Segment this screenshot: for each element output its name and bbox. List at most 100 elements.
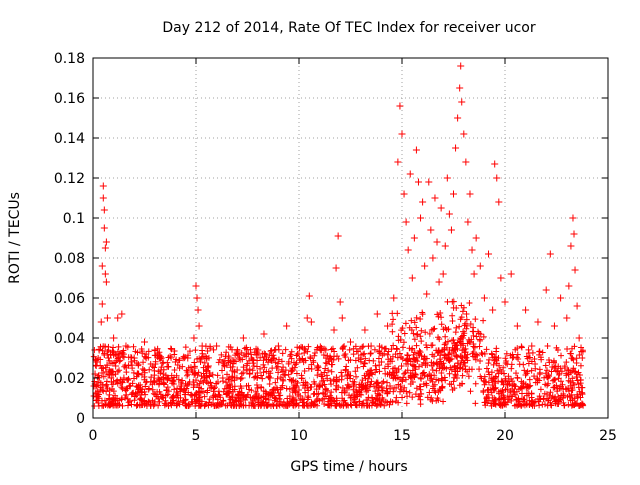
dense-band-marker (186, 348, 193, 355)
data-point (96, 386, 104, 394)
dense-band-marker (109, 385, 116, 392)
dense-band-marker (539, 349, 546, 356)
dense-band-marker (149, 397, 156, 404)
dense-band-marker (174, 385, 181, 392)
dense-band-marker (204, 389, 211, 396)
dense-band-marker (245, 350, 252, 357)
dense-band-marker (423, 380, 430, 387)
dense-band-marker (240, 402, 247, 409)
dense-band-marker (347, 375, 354, 382)
dense-band-marker (518, 378, 525, 385)
dense-band-marker (451, 385, 458, 392)
dense-band-marker (329, 345, 336, 352)
dense-band-marker (305, 343, 312, 350)
data-point (427, 226, 435, 234)
dense-band-marker (447, 356, 454, 363)
dense-band-marker (123, 391, 130, 398)
dense-band-marker (269, 365, 276, 372)
dense-band-marker (114, 368, 121, 375)
dense-band-marker (286, 393, 293, 400)
dense-band-marker (328, 389, 335, 396)
dense-band-marker (104, 362, 111, 369)
data-point (466, 190, 474, 198)
dense-band-marker (328, 381, 335, 388)
dense-band-marker (528, 394, 535, 401)
dense-band-marker (490, 361, 497, 368)
data-point (289, 366, 297, 374)
dense-band-marker (325, 401, 332, 408)
dense-band-marker (525, 360, 532, 367)
data-point (195, 322, 203, 330)
data-point (157, 366, 165, 374)
dense-band-marker (558, 352, 565, 359)
data-point (425, 178, 433, 186)
dense-band-marker (395, 333, 402, 340)
dense-band-marker (279, 376, 286, 383)
dense-band-marker (547, 399, 554, 406)
data-point (118, 310, 126, 318)
dense-band-marker (576, 388, 583, 395)
dense-band-marker (169, 377, 176, 384)
dense-band-marker (195, 402, 202, 409)
dense-band-marker (253, 381, 260, 388)
dense-band-marker (341, 352, 348, 359)
dense-band-marker (299, 396, 306, 403)
dense-band-marker (179, 363, 186, 370)
dense-band-marker (341, 389, 348, 396)
data-point (213, 342, 221, 350)
dense-band-marker (150, 390, 157, 397)
dense-band-marker (520, 383, 527, 390)
dense-band-marker (279, 350, 286, 357)
dense-band-marker (171, 351, 178, 358)
dense-band-marker (389, 321, 396, 328)
dense-band-marker (324, 352, 331, 359)
dense-band-marker (515, 401, 522, 408)
dense-band-marker (548, 394, 555, 401)
dense-band-marker (163, 387, 170, 394)
dense-band-marker (485, 391, 492, 398)
dense-band-marker (352, 357, 359, 364)
dense-band-marker (448, 366, 455, 373)
dense-band-marker (537, 369, 544, 376)
dense-band-marker (438, 314, 445, 321)
dense-band-marker (283, 385, 290, 392)
dense-band-marker (289, 389, 296, 396)
x-tick-label: 25 (599, 428, 617, 444)
dense-band-marker (512, 346, 519, 353)
dense-band-marker (177, 386, 184, 393)
dense-band-marker (390, 342, 397, 349)
dense-band-marker (394, 354, 401, 361)
dense-band-marker (381, 402, 388, 409)
x-axis-label: GPS time / hours (290, 459, 407, 475)
dense-band-marker (441, 374, 448, 381)
dense-band-marker (304, 384, 311, 391)
dense-band-marker (436, 336, 443, 343)
dense-band-marker (165, 388, 172, 395)
dense-band-marker (206, 396, 213, 403)
data-point (456, 84, 464, 92)
dense-band-marker (128, 358, 135, 365)
dense-band-marker (526, 354, 533, 361)
dense-band-marker (384, 361, 391, 368)
dense-band-marker (122, 395, 129, 402)
dense-band-marker (542, 370, 549, 377)
dense-band-marker (389, 328, 396, 335)
dense-band-marker (548, 402, 555, 409)
dense-band-marker (240, 369, 247, 376)
data-point (134, 370, 142, 378)
dense-band-marker (241, 352, 248, 359)
data-point (92, 390, 100, 398)
data-point (274, 342, 282, 350)
data-point (114, 314, 122, 322)
data-point (361, 326, 369, 334)
dense-band-marker (394, 310, 401, 317)
dense-band-marker (160, 395, 167, 402)
dense-band-marker (314, 395, 321, 402)
dense-band-marker (564, 345, 571, 352)
x-tick-label: 5 (192, 428, 201, 444)
dense-band-marker (390, 388, 397, 395)
dense-band-marker (544, 367, 551, 374)
dense-band-marker (450, 336, 457, 343)
dense-band-marker (407, 358, 414, 365)
data-point (457, 62, 465, 70)
